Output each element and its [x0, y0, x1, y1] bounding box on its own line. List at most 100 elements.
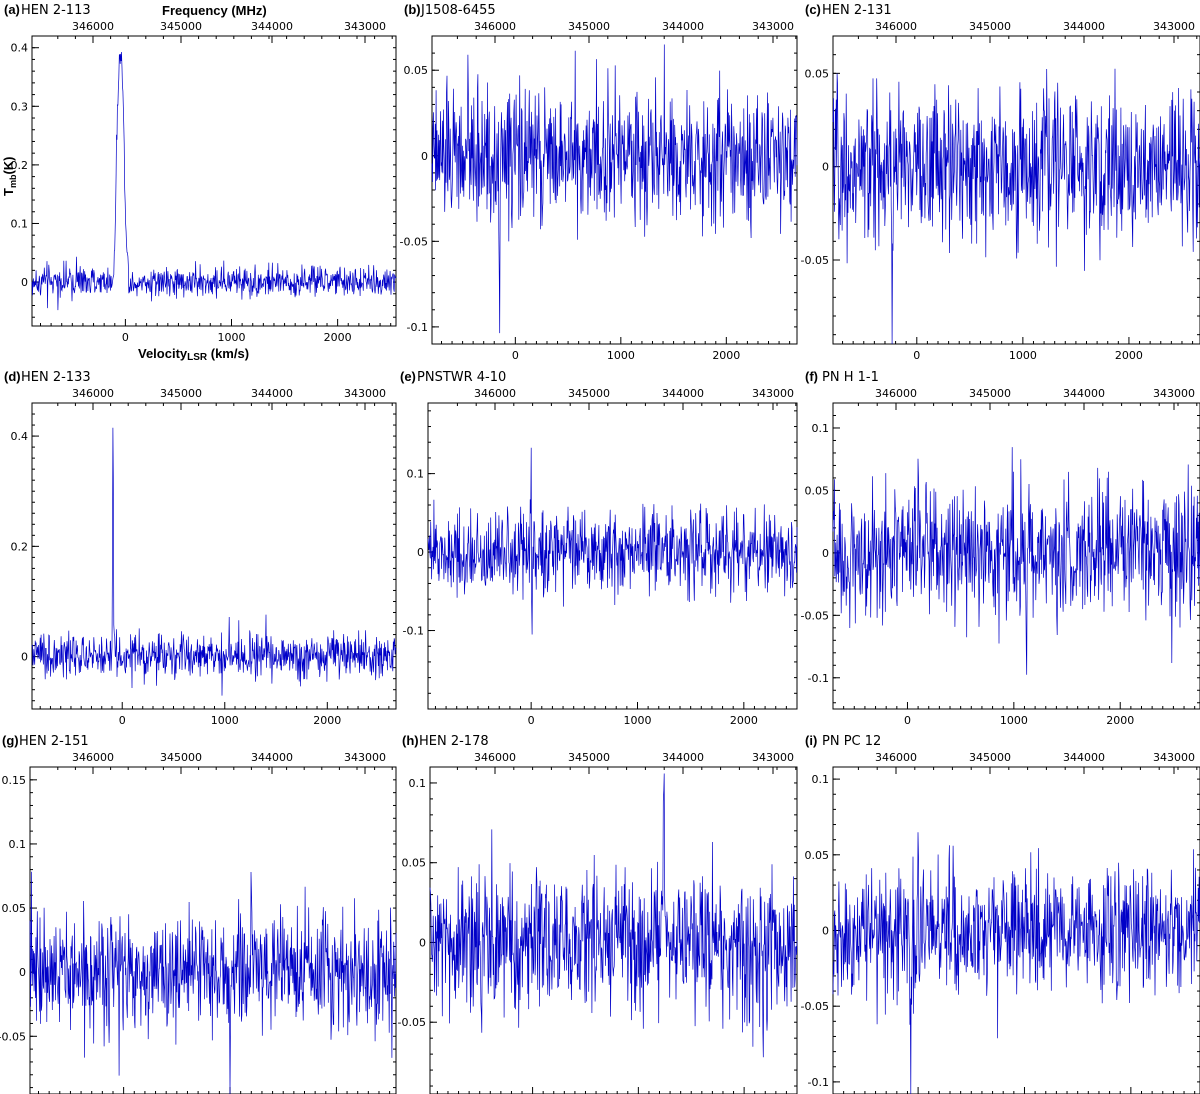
freq-tick-label: 345000: [160, 751, 202, 764]
freq-tick-label: 346000: [72, 387, 114, 400]
spectrum-line: [832, 68, 1200, 345]
freq-tick-label: 346000: [875, 751, 917, 764]
y-tick-label: -0.05: [801, 1000, 829, 1013]
freq-tick-label: 345000: [568, 387, 610, 400]
x-tick-label: 0: [913, 349, 920, 362]
panel-6: -0.1 -0.05 0 0.05 0.1 0 1000 2000 346000 345000 34…: [801, 369, 1200, 727]
freq-tick-label: 343000: [752, 20, 794, 33]
panel-5: -0.1 0 0.1 0 1000 2000 346000 345000 344000 34300…: [400, 369, 798, 727]
freq-tick-label: 346000: [875, 387, 917, 400]
source-name: HEN 2-113: [21, 3, 91, 18]
panel-7: -0.0500.050.10.1501000200034600034500034…: [0, 733, 397, 1094]
plot-frame: [832, 35, 1200, 345]
panel-label: (e): [400, 369, 416, 384]
x-tick-label: 2000: [730, 714, 758, 727]
freq-tick-label: 343000: [344, 751, 386, 764]
x-tick-label: 2000: [324, 331, 352, 344]
freq-tick-label: 346000: [72, 20, 114, 33]
panel-2: -0.1 -0.05 0 0.05 0 1000 2000 346000 345000 34400…: [400, 2, 798, 362]
spectrum-line: [832, 447, 1200, 675]
freq-tick-label: 345000: [160, 20, 202, 33]
spectrum-line: [31, 51, 397, 311]
y-tick-label: -0.05: [801, 254, 829, 267]
y-tick-label: 0.05: [805, 484, 830, 497]
freq-tick-label: 343000: [1153, 387, 1195, 400]
panel-9: -0.1-0.0500.050.101000200034600034500034…: [801, 733, 1200, 1094]
y-tick-label: -0.1: [403, 625, 424, 638]
freq-tick-label: 344000: [251, 20, 293, 33]
freq-tick-label: 343000: [1153, 751, 1195, 764]
freq-tick-label: 346000: [875, 20, 917, 33]
spectrum-line: [832, 832, 1200, 1094]
y-tick-label: 0.2: [11, 159, 29, 172]
y-tick-label: 0: [822, 547, 829, 560]
freq-tick-label: 344000: [1063, 20, 1105, 33]
freq-tick-label: 346000: [72, 751, 114, 764]
x-tick-label: 1000: [623, 714, 651, 727]
y-tick-label: 0.1: [409, 777, 427, 790]
y-tick-label: 0: [19, 966, 26, 979]
freq-tick-label: 343000: [1153, 20, 1195, 33]
source-name: PN PC 12: [822, 734, 881, 749]
y-tick-label: -0.05: [0, 1030, 26, 1043]
freq-tick-label: 345000: [568, 20, 610, 33]
freq-tick-label: 344000: [1063, 387, 1105, 400]
source-name: HEN 2-178: [419, 734, 489, 749]
panel-label: (c): [805, 2, 821, 17]
freq-tick-label: 344000: [662, 751, 704, 764]
y-tick-label: 0: [421, 150, 428, 163]
y-tick-label: 0: [822, 161, 829, 174]
panel-label: (d): [4, 369, 21, 384]
y-tick-label: 0.1: [812, 422, 830, 435]
panel-8: -0.0500.050.1010002000346000345000344000…: [398, 733, 798, 1094]
x-tick-label: 2000: [1115, 349, 1143, 362]
freq-tick-label: 346000: [474, 20, 516, 33]
panel-label: (g): [2, 733, 19, 748]
freq-tick-label: 343000: [344, 387, 386, 400]
spectrum-line: [427, 447, 798, 635]
freq-tick-label: 345000: [160, 387, 202, 400]
source-name: J1508-6455: [420, 3, 496, 18]
freq-tick-label: 344000: [251, 387, 293, 400]
source-name: HEN 2-131: [822, 3, 892, 18]
source-name: HEN 2-133: [21, 370, 91, 385]
y-tick-label: -0.1: [808, 1076, 829, 1089]
x-tick-label: 1000: [1000, 714, 1028, 727]
panel-label: (b): [404, 2, 421, 17]
x-tick-label: 1000: [211, 714, 239, 727]
spectrum-line: [29, 871, 397, 1094]
y-tick-label: 0: [419, 936, 426, 949]
freq-tick-label: 344000: [1063, 751, 1105, 764]
spectrum-line: [431, 44, 798, 334]
x-tick-label: 1000: [1009, 349, 1037, 362]
freq-tick-label: 343000: [344, 20, 386, 33]
source-name: PNSTWR 4-10: [417, 370, 506, 385]
panel-label: (a): [4, 2, 20, 17]
spectrum-line: [429, 773, 798, 1058]
plot-frame: [832, 402, 1200, 710]
y-tick-label: 0.05: [2, 902, 27, 915]
y-tick-label: 0: [417, 546, 424, 559]
panel-1: 0 0.1 0.2 0.3 0.4 0 1000 2000 346000 345000 344000…: [4, 2, 397, 344]
frequency-axis-title: Frequency (MHz): [162, 3, 267, 18]
freq-tick-label: 344000: [662, 20, 704, 33]
x-tick-label: 2000: [712, 349, 740, 362]
y-tick-label: 0.4: [11, 42, 29, 55]
x-tick-label: 0: [528, 714, 535, 727]
y-tick-label: -0.1: [808, 672, 829, 685]
x-tick-label: 0: [512, 349, 519, 362]
y-tick-label: 0.4: [11, 430, 29, 443]
freq-tick-label: 344000: [251, 751, 293, 764]
plot-frame: [31, 35, 397, 327]
y-tick-label: 0.05: [402, 857, 427, 870]
x-tick-label: 0: [904, 714, 911, 727]
freq-tick-label: 345000: [969, 387, 1011, 400]
y-tick-label: 0.05: [404, 64, 429, 77]
x-tick-label: 1000: [218, 331, 246, 344]
temperature-axis-title: Tmb(K): [1, 157, 18, 197]
panel-label: (i): [805, 733, 817, 748]
freq-tick-label: 343000: [752, 751, 794, 764]
plot-frame: [31, 402, 397, 710]
y-tick-label: 0: [21, 276, 28, 289]
